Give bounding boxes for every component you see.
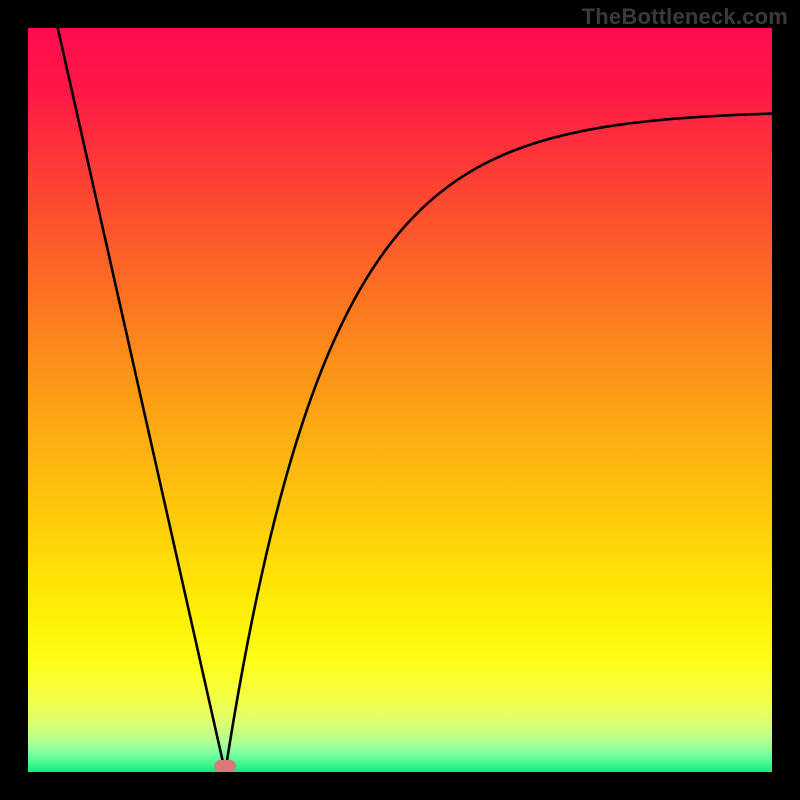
vertex-marker	[214, 760, 236, 772]
watermark-text: TheBottleneck.com	[582, 4, 788, 30]
chart-container: TheBottleneck.com	[0, 0, 800, 800]
plot-background	[28, 28, 772, 772]
bottleneck-chart	[0, 0, 800, 800]
